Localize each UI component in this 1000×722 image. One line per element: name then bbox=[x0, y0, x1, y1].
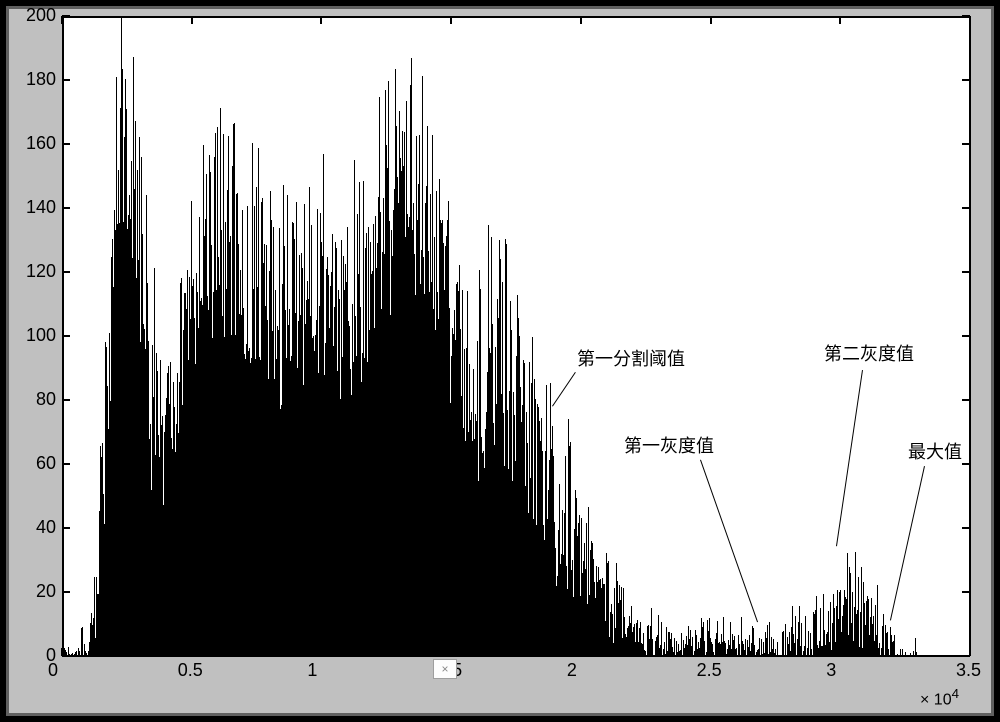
y-tick-right bbox=[962, 207, 970, 209]
x-axis bbox=[62, 655, 970, 657]
x-tick-label: 1 bbox=[307, 660, 317, 681]
y-tick-right bbox=[962, 15, 970, 17]
y-tick-right bbox=[962, 79, 970, 81]
y-tick-right bbox=[962, 271, 970, 273]
x-tick bbox=[710, 648, 712, 656]
y-tick-label: 40 bbox=[36, 517, 56, 538]
x-tick-label: 3 bbox=[826, 660, 836, 681]
y-tick bbox=[62, 335, 70, 337]
close-icon[interactable]: × bbox=[433, 659, 457, 679]
x-tick bbox=[191, 648, 193, 656]
x-tick-top bbox=[969, 16, 971, 24]
x-tick-label: 3.5 bbox=[956, 660, 981, 681]
y-tick-label: 80 bbox=[36, 389, 56, 410]
x-tick-label: 2.5 bbox=[697, 660, 722, 681]
x-tick-top bbox=[191, 16, 193, 24]
x-tick-top bbox=[710, 16, 712, 24]
y-tick bbox=[62, 15, 70, 17]
y-tick bbox=[62, 463, 70, 465]
x-tick-top bbox=[580, 16, 582, 24]
x-tick bbox=[839, 648, 841, 656]
close-glyph: × bbox=[441, 662, 448, 676]
plot-area bbox=[62, 16, 970, 656]
annotation-first-split-threshold: 第一分割阈值 bbox=[577, 345, 685, 371]
x-scale-exp: 4 bbox=[952, 686, 959, 701]
y-tick bbox=[62, 143, 70, 145]
y-tick-right bbox=[962, 399, 970, 401]
y-tick-label: 140 bbox=[26, 197, 56, 218]
y-tick bbox=[62, 591, 70, 593]
annotation-second-gray-value: 第二灰度值 bbox=[824, 340, 914, 366]
x-tick-label: 0.5 bbox=[178, 660, 203, 681]
y-tick bbox=[62, 271, 70, 273]
x-scale-label: × 104 bbox=[920, 686, 959, 709]
x-tick-top bbox=[61, 16, 63, 24]
y-tick-right bbox=[962, 655, 970, 657]
x-tick bbox=[580, 648, 582, 656]
y-tick-label: 200 bbox=[26, 5, 56, 26]
y-tick bbox=[62, 655, 70, 657]
y-tick-right bbox=[962, 591, 970, 593]
y-tick-right bbox=[962, 143, 970, 145]
y-tick bbox=[62, 527, 70, 529]
x-tick bbox=[320, 648, 322, 656]
x-tick bbox=[450, 648, 452, 656]
y-tick-right bbox=[962, 335, 970, 337]
x-tick-top bbox=[320, 16, 322, 24]
x-tick-top bbox=[839, 16, 841, 24]
x-axis-top bbox=[62, 16, 970, 18]
y-tick bbox=[62, 79, 70, 81]
y-tick-right bbox=[962, 463, 970, 465]
y-tick-label: 20 bbox=[36, 581, 56, 602]
x-tick-top bbox=[450, 16, 452, 24]
y-tick-label: 60 bbox=[36, 453, 56, 474]
y-tick-label: 160 bbox=[26, 133, 56, 154]
y-tick-label: 0 bbox=[46, 645, 56, 666]
y-tick bbox=[62, 207, 70, 209]
annotation-max-value: 最大值 bbox=[908, 438, 962, 464]
annotation-first-gray-value: 第一灰度值 bbox=[624, 432, 714, 458]
y-tick-right bbox=[962, 527, 970, 529]
x-tick-label: 2 bbox=[567, 660, 577, 681]
y-tick-label: 120 bbox=[26, 261, 56, 282]
y-tick-label: 180 bbox=[26, 69, 56, 90]
histogram bbox=[62, 16, 970, 656]
x-scale-text: × 10 bbox=[920, 691, 952, 708]
y-tick-label: 100 bbox=[26, 325, 56, 346]
y-tick bbox=[62, 399, 70, 401]
